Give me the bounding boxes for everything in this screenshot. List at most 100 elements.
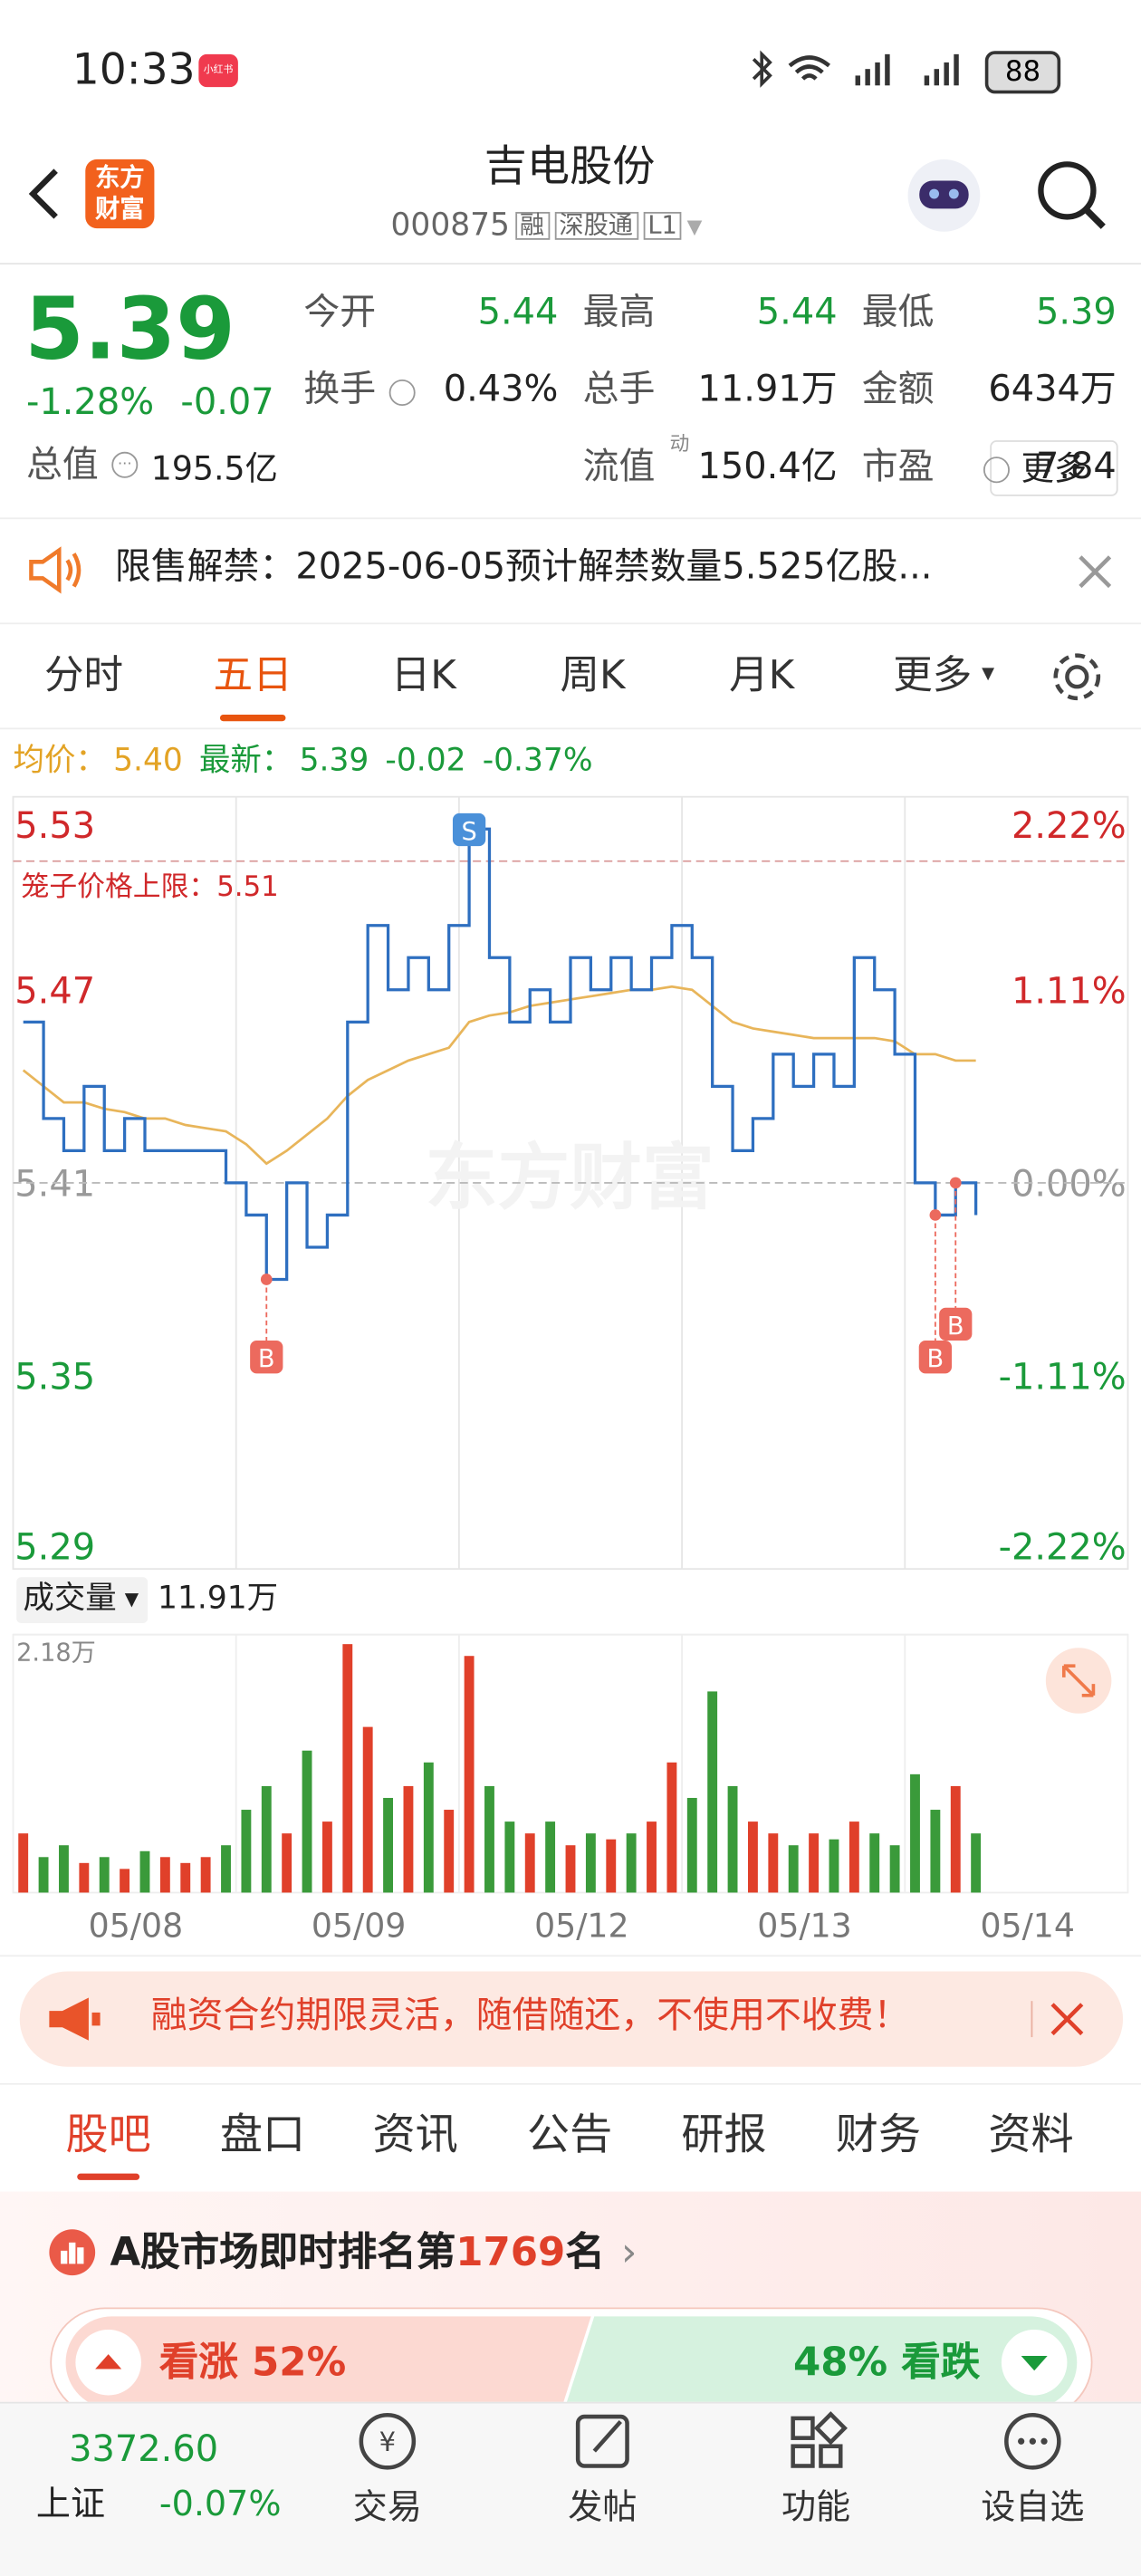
volume-bar [545, 1821, 556, 1893]
field-label: 流值 [582, 447, 656, 488]
volume-bar [889, 1845, 900, 1893]
x-tick-label: 05/08 [89, 1906, 183, 1945]
volume-bar [950, 1785, 961, 1893]
chart-tab[interactable]: 日K [390, 652, 456, 698]
volume-bar [99, 1857, 110, 1893]
volume-bar [930, 1810, 941, 1893]
volume-max-label: 2.18万 [16, 1638, 96, 1668]
nav-item[interactable]: 设自选 [981, 2487, 1085, 2527]
info-tab[interactable]: 公告 [526, 2110, 613, 2161]
nav-item[interactable]: 功能 [781, 2487, 851, 2527]
info-tab[interactable]: 资料 [988, 2110, 1074, 2161]
rank-text[interactable]: A股市场即时排名第1769名 › [110, 2229, 638, 2276]
settings-button[interactable] [1048, 648, 1107, 706]
time: 10:33 [72, 45, 196, 96]
nav-item[interactable]: 发帖 [568, 2487, 638, 2527]
change: -0.07 [180, 382, 274, 424]
assistant-avatar[interactable] [899, 151, 998, 244]
tag: 融 [514, 211, 550, 240]
chart-tab[interactable]: 月K [729, 652, 795, 698]
volume-bar [383, 1797, 394, 1893]
x-tick-label: 05/13 [757, 1906, 851, 1945]
volume-bar [444, 1810, 455, 1893]
x-tick-label: 05/14 [980, 1906, 1074, 1945]
volume-bar [38, 1857, 49, 1893]
stock-code: 000875 [390, 207, 510, 244]
nav-item[interactable]: 交易 [352, 2487, 422, 2527]
info-tab[interactable]: 财务 [835, 2110, 922, 2161]
volume-bar [809, 1833, 820, 1893]
chart-tab[interactable]: 更多 [893, 652, 973, 698]
change-pct: -1.28% [26, 382, 155, 424]
volume-bar [362, 1726, 373, 1893]
volume-bar [139, 1850, 150, 1893]
notice-close[interactable] [1075, 552, 1115, 591]
index-change: -0.07% [158, 2484, 282, 2523]
trade-badge [452, 812, 486, 847]
volume-bar [910, 1773, 920, 1893]
watermark: 东方财富 [426, 1136, 714, 1220]
volume-bar [423, 1762, 434, 1893]
notice-icon [29, 546, 82, 594]
code-row: 000875 融 深股通 L1 ▼ [390, 207, 703, 244]
tag: 深股通 [553, 211, 638, 240]
banner-text[interactable]: 融资合约期限灵活，随借随还，不使用不收费！ [150, 1995, 910, 2038]
field-value: 6434万 [988, 370, 1117, 411]
search-button[interactable] [1031, 156, 1114, 238]
x-tick-label: 05/09 [312, 1906, 406, 1945]
banner-icon [49, 1997, 101, 2041]
volume-bar [971, 1833, 982, 1893]
chart-tab[interactable]: 分时 [43, 652, 123, 698]
y-tick-label: 5.41 [14, 1163, 95, 1205]
vote-down[interactable]: 48% 看跌 [792, 2339, 981, 2386]
info-tab[interactable]: 盘口 [219, 2110, 306, 2161]
chart-tab[interactable]: 五日 [213, 652, 292, 698]
volume-bar [849, 1821, 859, 1893]
chart-tab[interactable]: 周K [560, 652, 626, 698]
field-value: 195.5亿 [150, 448, 278, 488]
stock-title: 吉电股份 [484, 142, 656, 193]
banner-close[interactable] [1049, 2001, 1085, 2037]
vote-up[interactable]: 看涨 52% [158, 2339, 347, 2386]
info-icon [983, 457, 1010, 484]
field-value: 0.43% [443, 370, 559, 411]
volume-bar [707, 1691, 718, 1893]
field-value: 11.91万 [697, 370, 838, 411]
price-line [23, 827, 978, 1282]
info-tab[interactable]: 股吧 [65, 2110, 151, 2161]
back-button[interactable] [20, 164, 69, 230]
index-name: 上证 [35, 2484, 106, 2523]
pe-sup: 动 [669, 432, 690, 456]
volume-total: 11.91万 [158, 1580, 279, 1617]
field-label: 金额 [861, 370, 935, 411]
volume-label[interactable]: 成交量 [23, 1580, 117, 1617]
y2-tick-label: -1.11% [999, 1357, 1127, 1399]
volume-bar [79, 1862, 90, 1893]
notice-text[interactable]: 限售解禁：2025-06-05预计解禁数量5.525亿股... [114, 546, 933, 589]
rank-prefix: A股市场即时排名第 [110, 2229, 456, 2276]
expand-button[interactable] [1044, 1646, 1113, 1715]
volume-bar [241, 1810, 252, 1893]
volume-bar [282, 1833, 292, 1893]
volume-bar [221, 1845, 231, 1893]
avg-label: 均价： [13, 742, 107, 779]
trade-label: B [927, 1345, 944, 1373]
volume-bar [727, 1785, 738, 1893]
volume-bar [666, 1762, 677, 1893]
y-tick-label: 5.35 [14, 1357, 95, 1399]
volume-bar [302, 1750, 312, 1893]
index-value[interactable]: 3372.60 [69, 2429, 219, 2471]
y2-tick-label: 0.00% [1012, 1163, 1127, 1205]
latest-label: 最新： [198, 742, 293, 779]
field-value: 7.84 [1035, 447, 1117, 488]
y2-tick-label: 1.11% [1012, 970, 1127, 1012]
trade-label: S [461, 818, 476, 846]
volume-bar [180, 1862, 191, 1893]
rank-suffix: 名 [565, 2229, 605, 2276]
app-badge: 小红书 [198, 53, 238, 88]
volume-bar [747, 1821, 758, 1893]
info-tab[interactable]: 资讯 [372, 2110, 458, 2161]
info-tab[interactable]: 研报 [681, 2110, 767, 2161]
volume-bar [403, 1785, 414, 1893]
